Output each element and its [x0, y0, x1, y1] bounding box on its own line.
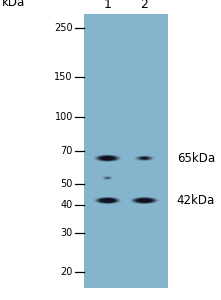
Ellipse shape: [97, 155, 118, 161]
Text: 100: 100: [55, 112, 73, 122]
Ellipse shape: [106, 177, 109, 178]
Ellipse shape: [101, 199, 114, 203]
Ellipse shape: [103, 157, 112, 160]
Text: 70: 70: [61, 146, 73, 156]
Ellipse shape: [139, 157, 150, 160]
Ellipse shape: [135, 198, 154, 203]
Ellipse shape: [135, 156, 154, 161]
Ellipse shape: [136, 156, 153, 160]
Ellipse shape: [99, 156, 116, 160]
Ellipse shape: [95, 197, 120, 204]
Ellipse shape: [104, 200, 111, 202]
Ellipse shape: [137, 198, 152, 203]
Ellipse shape: [104, 177, 111, 179]
Ellipse shape: [101, 156, 114, 160]
Text: 65kDa: 65kDa: [177, 152, 215, 165]
Ellipse shape: [95, 155, 120, 162]
Ellipse shape: [102, 199, 113, 202]
Ellipse shape: [96, 197, 119, 204]
Text: 42kDa: 42kDa: [177, 194, 215, 207]
Ellipse shape: [103, 199, 112, 202]
Ellipse shape: [141, 157, 148, 159]
Ellipse shape: [102, 157, 113, 160]
Ellipse shape: [138, 156, 151, 160]
Ellipse shape: [99, 198, 116, 203]
Text: 1: 1: [104, 0, 111, 11]
Ellipse shape: [140, 199, 149, 202]
Ellipse shape: [134, 198, 155, 203]
Ellipse shape: [94, 197, 121, 204]
Text: 40: 40: [61, 200, 73, 210]
Ellipse shape: [103, 157, 112, 160]
Ellipse shape: [137, 156, 152, 160]
Ellipse shape: [97, 155, 118, 161]
Text: 250: 250: [54, 23, 73, 33]
Text: 50: 50: [61, 178, 73, 189]
Bar: [84, 14, 168, 288]
Ellipse shape: [100, 156, 115, 160]
Ellipse shape: [133, 197, 156, 203]
Text: kDa: kDa: [2, 0, 25, 9]
Ellipse shape: [141, 157, 148, 159]
Ellipse shape: [98, 198, 117, 203]
Ellipse shape: [103, 199, 112, 202]
Ellipse shape: [97, 198, 118, 203]
Ellipse shape: [136, 198, 153, 203]
Ellipse shape: [141, 200, 148, 202]
Ellipse shape: [104, 177, 111, 179]
Ellipse shape: [140, 157, 149, 160]
Text: 20: 20: [61, 267, 73, 277]
Ellipse shape: [138, 199, 151, 202]
Ellipse shape: [106, 177, 109, 179]
Ellipse shape: [139, 199, 150, 202]
Ellipse shape: [137, 199, 151, 203]
Ellipse shape: [105, 177, 110, 179]
Text: 30: 30: [61, 228, 73, 238]
Ellipse shape: [139, 157, 150, 160]
Text: 150: 150: [54, 72, 73, 82]
Ellipse shape: [94, 154, 121, 162]
Ellipse shape: [131, 197, 158, 204]
Text: 2: 2: [141, 0, 148, 11]
Ellipse shape: [104, 157, 111, 159]
Ellipse shape: [100, 198, 115, 203]
Ellipse shape: [105, 177, 110, 179]
Ellipse shape: [137, 156, 152, 160]
Ellipse shape: [96, 155, 119, 161]
Ellipse shape: [142, 158, 147, 159]
Ellipse shape: [130, 197, 158, 204]
Ellipse shape: [104, 177, 111, 179]
Ellipse shape: [132, 197, 157, 204]
Ellipse shape: [97, 197, 118, 203]
Ellipse shape: [98, 156, 117, 161]
